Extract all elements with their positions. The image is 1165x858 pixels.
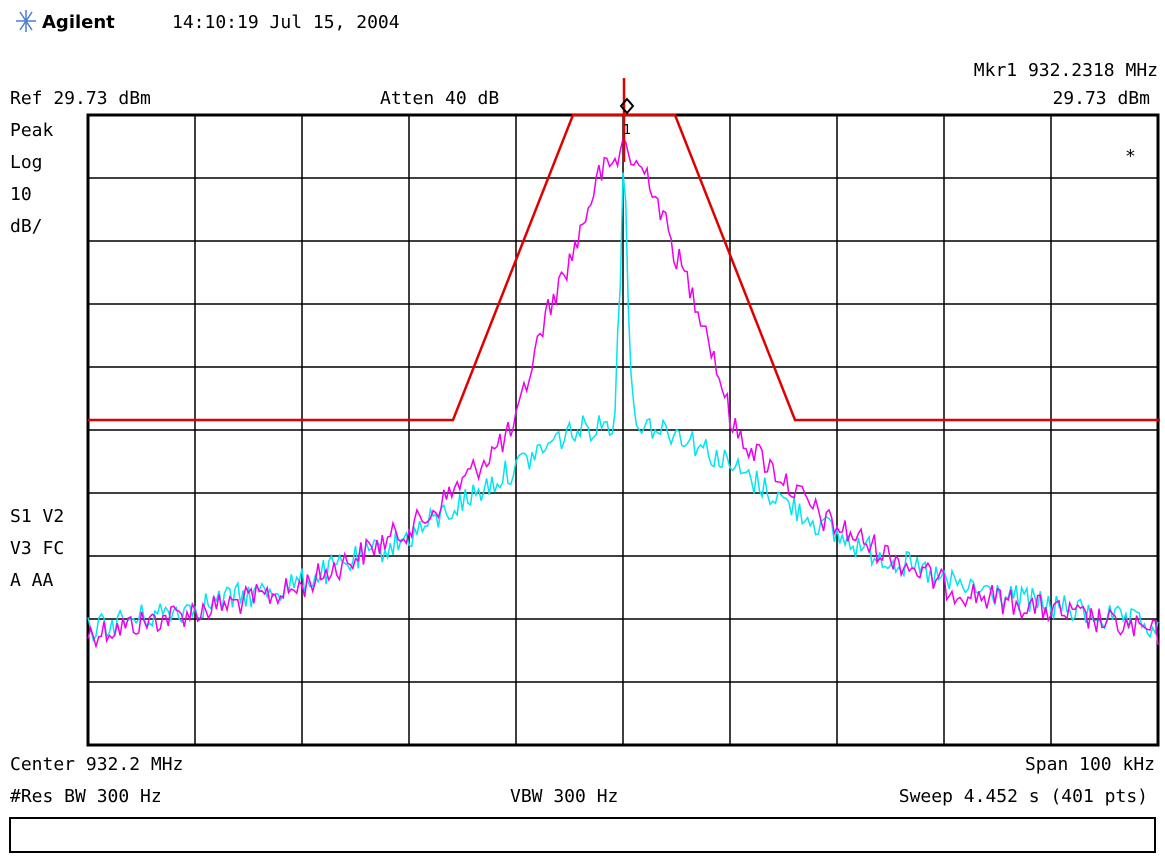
ref-level: Ref 29.73 dBm — [10, 88, 151, 109]
graticule — [88, 115, 1158, 745]
marker-level: 29.73 dBm — [1052, 88, 1150, 109]
timestamp: 14:10:19 Jul 15, 2004 — [172, 12, 400, 33]
star: * — [1125, 146, 1136, 167]
status: A AA — [10, 570, 54, 591]
marker-readout: Mkr1 932.2318 MHz — [974, 60, 1158, 81]
scale-unit: dB/ — [10, 216, 43, 237]
span: Span 100 kHz — [1025, 754, 1155, 775]
scale-value: 10 — [10, 184, 32, 205]
detector: Peak — [10, 120, 54, 141]
marker-label: 1 — [623, 123, 631, 138]
center-freq: Center 932.2 MHz — [10, 754, 183, 775]
status: S1 V2 — [10, 506, 64, 527]
attenuation: Atten 40 dB — [380, 88, 499, 109]
message-box — [9, 817, 1156, 853]
status: V3 FC — [10, 538, 64, 559]
marker-diamond — [619, 97, 635, 115]
logo — [16, 10, 36, 32]
brand: Agilent — [42, 12, 115, 33]
vbw: VBW 300 Hz — [510, 786, 618, 807]
sweep: Sweep 4.452 s (401 pts) — [899, 786, 1148, 807]
rbw: #Res BW 300 Hz — [10, 786, 162, 807]
scale-type: Log — [10, 152, 43, 173]
